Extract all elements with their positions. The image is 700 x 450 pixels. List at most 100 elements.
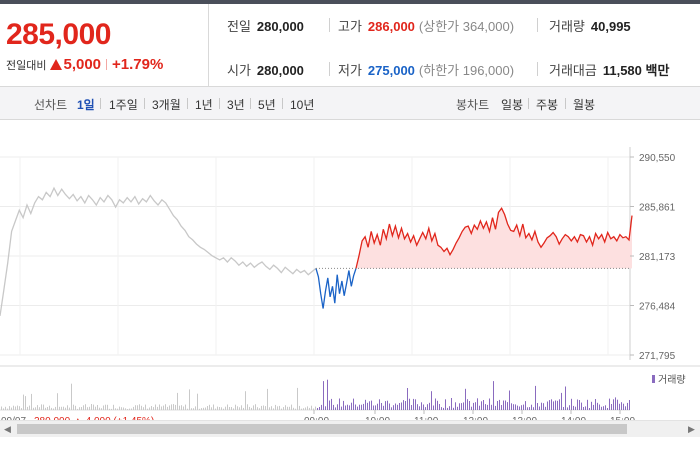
volume-bar xyxy=(615,397,616,410)
volume-bar xyxy=(403,400,404,410)
volume-bar xyxy=(319,407,320,410)
y-tick-label: 281,173 xyxy=(639,252,676,263)
volume-bar xyxy=(315,406,316,410)
volume-bar xyxy=(263,405,264,410)
today-up-series xyxy=(355,206,633,269)
price-up-fill xyxy=(356,208,632,269)
volume-bar xyxy=(1,406,2,410)
volume-bar xyxy=(417,404,418,410)
volume-bar xyxy=(369,401,370,410)
x-tick-label: 10:00 xyxy=(365,416,390,420)
volume-bar xyxy=(541,402,542,410)
volume-bar xyxy=(453,407,454,410)
period-3month-tab[interactable]: 3개월 xyxy=(152,98,181,112)
volume-bar xyxy=(397,404,398,410)
volume-bar xyxy=(409,398,410,410)
volume-bar xyxy=(71,383,72,410)
volume-bar xyxy=(445,399,446,410)
volume-bar xyxy=(157,406,158,410)
volume-bar xyxy=(299,405,300,410)
volume-bar xyxy=(293,407,294,410)
period-3year-tab[interactable]: 3년 xyxy=(227,98,245,112)
y-tick-label: 276,484 xyxy=(639,301,676,312)
volume-legend-swatch xyxy=(652,375,655,383)
volume-bar xyxy=(507,402,508,410)
candle-weekly-tab[interactable]: 주봉 xyxy=(536,98,559,112)
volume-chart: 거래량 xyxy=(0,365,700,411)
volume-bar xyxy=(251,407,252,410)
volume-bar xyxy=(565,386,566,410)
period-1year-tab[interactable]: 1년 xyxy=(195,98,213,112)
volume-bar xyxy=(573,405,574,410)
volume-bar xyxy=(187,408,188,410)
volume-bar xyxy=(331,398,332,410)
volume-bar xyxy=(383,405,384,410)
volume-bar xyxy=(399,403,400,410)
volume-bar xyxy=(139,404,140,410)
stat-open: 시가 280,000 xyxy=(227,60,304,79)
volume-bar xyxy=(527,407,528,410)
volume-bar xyxy=(53,408,54,410)
stat-label: 전일 xyxy=(227,19,251,34)
change-label: 전일대비 xyxy=(6,60,47,72)
volume-bar xyxy=(625,406,626,410)
divider xyxy=(329,18,330,32)
volume-bar xyxy=(85,404,86,410)
stat-value: 11,580 백만 xyxy=(602,63,670,78)
volume-bar xyxy=(203,407,204,410)
current-price: 285,000 xyxy=(6,18,111,51)
volume-bar xyxy=(77,408,78,410)
volume-bar xyxy=(163,405,164,410)
period-5year-tab[interactable]: 5년 xyxy=(258,98,276,112)
volume-bar xyxy=(229,407,230,410)
period-1day-tab[interactable]: 1일 xyxy=(77,98,95,112)
volume-bar xyxy=(199,408,200,410)
volume-bar xyxy=(379,399,380,410)
scroll-right-icon[interactable]: ▶ xyxy=(688,424,695,434)
volume-bar xyxy=(169,405,170,410)
volume-bar xyxy=(153,407,154,410)
volume-bar xyxy=(461,403,462,410)
volume-bar xyxy=(55,406,56,410)
top-border xyxy=(0,0,700,4)
scroll-left-icon[interactable]: ◀ xyxy=(4,424,11,434)
volume-bar xyxy=(509,390,510,410)
change-amount: 5,000 xyxy=(63,56,102,73)
x-prev-price-label: 280,000 ▲ 4,000 (+1.45%) xyxy=(34,416,154,420)
volume-bar xyxy=(585,406,586,410)
volume-bar xyxy=(545,406,546,410)
volume-bar xyxy=(491,404,492,410)
volume-bar xyxy=(373,405,374,410)
chart-scrollbar[interactable]: ◀ ▶ xyxy=(0,420,700,437)
price-summary: 285,000 전일대비 5,000 +1.79% 전일 280,000 고가 286,… xyxy=(0,4,700,87)
period-1week-tab[interactable]: 1주일 xyxy=(109,98,138,112)
volume-bar xyxy=(345,405,346,410)
volume-bar xyxy=(517,405,518,410)
scroll-thumb[interactable] xyxy=(17,424,627,434)
volume-bar xyxy=(441,407,442,410)
volume-bar xyxy=(21,408,22,410)
x-tick-label: 11:00 xyxy=(414,416,439,420)
volume-bar xyxy=(99,407,100,410)
volume-bar xyxy=(207,406,208,410)
volume-bar xyxy=(219,407,220,410)
volume-bar xyxy=(309,407,310,410)
volume-bar xyxy=(433,405,434,410)
stat-label: 고가 xyxy=(338,19,362,34)
volume-bar xyxy=(297,387,298,410)
candle-daily-tab[interactable]: 일봉 xyxy=(501,98,524,112)
volume-bar xyxy=(583,407,584,410)
volume-bar xyxy=(589,408,590,410)
volume-bar xyxy=(235,404,236,410)
stat-value: 280,000 xyxy=(256,19,304,34)
prev-day-line xyxy=(0,186,317,316)
volume-bar xyxy=(623,403,624,410)
volume-bar xyxy=(389,403,390,410)
volume-bar xyxy=(361,404,362,410)
volume-bar xyxy=(611,404,612,410)
period-10year-tab[interactable]: 10년 xyxy=(290,98,315,112)
volume-bar xyxy=(135,405,136,410)
candle-monthly-tab[interactable]: 월봉 xyxy=(573,98,596,112)
divider xyxy=(100,98,101,109)
